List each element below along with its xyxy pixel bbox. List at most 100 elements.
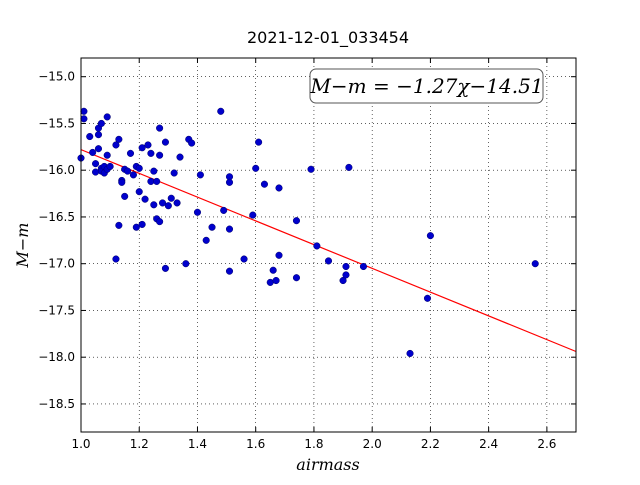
data-point	[423, 294, 432, 302]
axis-ticks: 1.0 1.2 1.4 1.6 1.8 2.0 2.2 2.4 2.6 −15.0 −15.5 −16…	[38, 58, 576, 451]
data-point	[103, 113, 111, 121]
data-point	[80, 107, 88, 115]
data-point	[164, 202, 172, 210]
data-point	[106, 162, 114, 171]
data-point	[150, 167, 158, 175]
data-point	[313, 242, 321, 250]
data-point	[531, 260, 539, 268]
data-point	[202, 236, 210, 244]
data-point	[196, 171, 204, 179]
data-point	[156, 218, 164, 226]
data-point	[426, 232, 434, 240]
data-point	[225, 178, 234, 186]
x-tick-label: 1.6	[246, 437, 265, 451]
x-tick-label: 2.6	[537, 437, 556, 451]
data-point	[307, 165, 315, 173]
data-point	[92, 160, 100, 168]
data-point	[141, 195, 149, 203]
data-point	[121, 192, 129, 200]
data-point	[156, 151, 164, 159]
data-point	[342, 271, 350, 279]
fit-line-layer	[80, 149, 577, 353]
data-point	[249, 211, 257, 219]
data-point	[176, 153, 184, 161]
data-point	[80, 115, 88, 123]
annotation-text: M−m = −1.27χ−14.51	[309, 74, 543, 98]
data-point	[135, 164, 143, 172]
y-tick-label: −15.0	[38, 70, 75, 84]
data-point	[225, 267, 234, 275]
data-point	[158, 199, 167, 207]
data-point	[138, 220, 146, 228]
data-point	[92, 168, 100, 176]
data-point	[208, 223, 216, 231]
data-point	[135, 188, 143, 196]
x-tick-label: 1.2	[130, 437, 149, 451]
chart-title: 2021-12-01_033454	[247, 28, 409, 48]
data-point	[118, 178, 126, 186]
data-point	[167, 194, 175, 202]
data-point	[292, 274, 301, 282]
data-point	[138, 144, 146, 152]
data-point	[193, 208, 202, 216]
x-tick-label: 2.4	[479, 437, 498, 451]
data-point	[339, 276, 347, 285]
y-tick-label: −15.5	[38, 116, 75, 130]
data-point	[225, 225, 234, 233]
data-point	[94, 145, 103, 153]
data-point	[147, 149, 155, 157]
data-point	[240, 255, 248, 263]
data-point	[112, 141, 120, 149]
y-tick-label: −17.0	[38, 257, 75, 271]
fit-line	[80, 149, 577, 353]
data-point	[156, 124, 164, 132]
data-point	[144, 141, 152, 149]
data-point	[275, 184, 283, 192]
data-point	[272, 276, 280, 285]
data-point	[173, 199, 181, 207]
data-point	[345, 163, 353, 171]
y-tick-label: −18.0	[38, 350, 75, 364]
data-point	[97, 119, 105, 127]
data-point	[255, 138, 263, 146]
data-point	[252, 164, 260, 172]
points-layer	[77, 107, 539, 358]
data-point	[188, 139, 196, 147]
data-point	[260, 180, 268, 188]
data-point	[275, 251, 283, 259]
x-tick-label: 1.4	[188, 437, 207, 451]
data-point	[161, 138, 169, 146]
data-point	[161, 264, 169, 272]
x-tick-label: 1.0	[71, 437, 90, 451]
y-tick-label: −16.5	[38, 210, 75, 224]
data-point	[182, 260, 190, 268]
x-tick-label: 1.8	[304, 437, 323, 451]
data-point	[150, 201, 158, 209]
x-tick-label: 2.2	[421, 437, 440, 451]
data-point	[359, 262, 367, 271]
data-point	[324, 257, 333, 265]
data-point	[129, 171, 137, 179]
data-point	[220, 206, 228, 214]
y-tick-label: −17.5	[38, 303, 75, 317]
x-axis-label: airmass	[296, 455, 359, 474]
y-tick-label: −18.5	[38, 397, 75, 411]
data-point	[132, 223, 140, 231]
data-point	[126, 149, 135, 157]
data-point	[269, 266, 277, 274]
data-point	[406, 349, 414, 358]
data-point	[217, 107, 225, 115]
data-point	[115, 221, 123, 229]
data-point	[153, 177, 161, 185]
annotation-box	[309, 68, 544, 104]
data-point	[94, 131, 103, 139]
data-point	[292, 217, 301, 225]
data-point	[124, 167, 132, 175]
data-point	[170, 169, 178, 177]
data-point	[103, 151, 111, 159]
fit-annotation: M−m = −1.27χ−14.51	[309, 68, 544, 104]
data-point	[89, 148, 97, 156]
data-point	[115, 135, 123, 143]
x-tick-label: 2.0	[363, 437, 382, 451]
